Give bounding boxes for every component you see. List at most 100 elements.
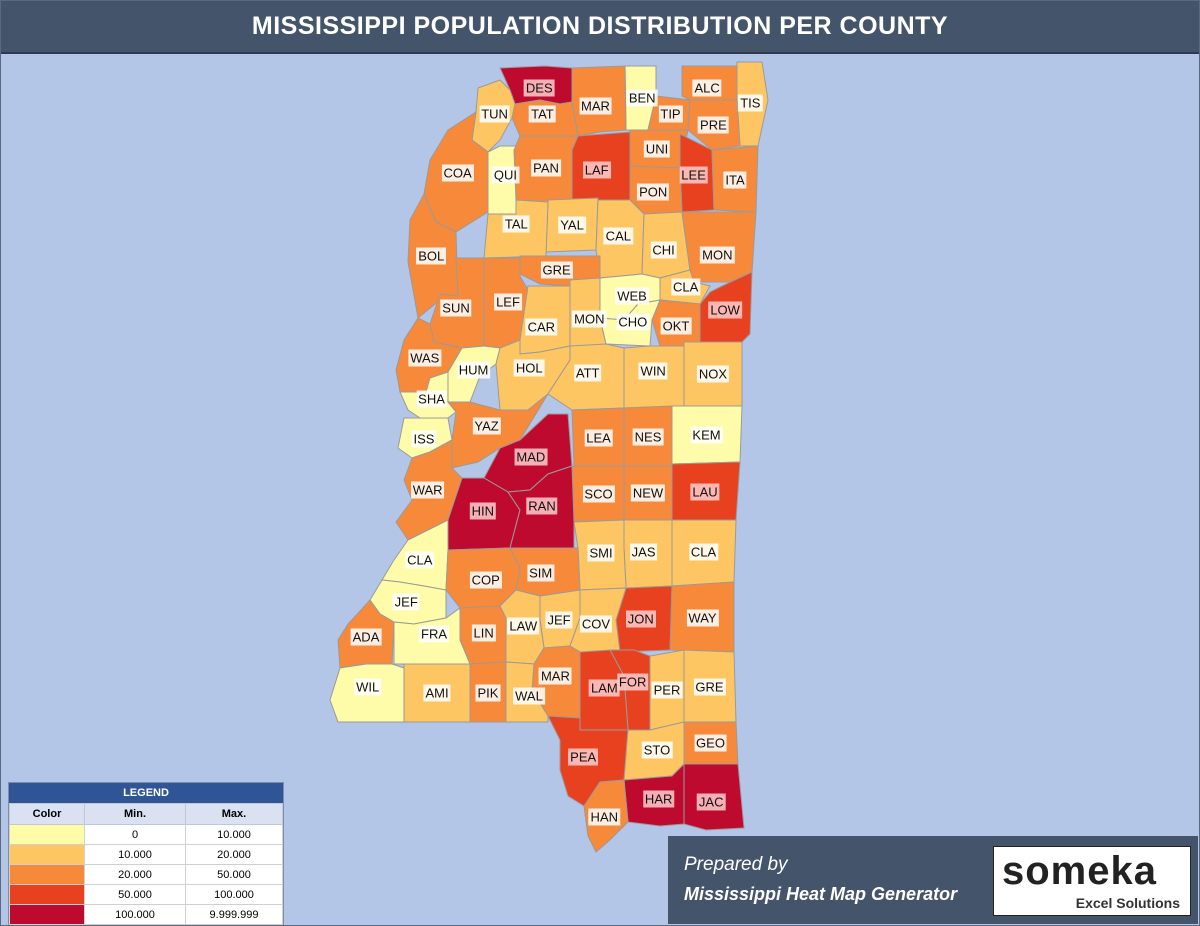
county-label: LAW: [507, 617, 540, 634]
legend-row: 20.000 50.000: [9, 864, 283, 885]
county-label: ITA: [723, 171, 747, 188]
county-label: HAR: [642, 790, 675, 808]
county-label: STO: [641, 741, 673, 759]
county-label: PRE: [698, 116, 729, 134]
county-label: SIM: [527, 564, 555, 582]
county-label: COV: [579, 615, 613, 633]
county-label: FRA: [419, 625, 449, 643]
logo-subtitle: Excel Solutions: [1075, 895, 1180, 911]
county-label: OKT: [660, 317, 692, 335]
legend-row: 10.000 20.000: [9, 844, 283, 865]
county-label: CAL: [603, 227, 633, 245]
county-label: WAS: [408, 349, 442, 367]
county-label: JON: [625, 610, 656, 628]
legend-max: 10.000: [185, 824, 283, 845]
county-label: TIP: [658, 105, 683, 123]
county-label: WAY: [686, 609, 719, 626]
county-label: HOL: [513, 359, 545, 377]
legend-row: 50.000 100.000: [9, 884, 283, 905]
legend-min: 50.000: [84, 884, 186, 905]
county-label: LIN: [471, 624, 496, 642]
county-label: SUN: [440, 299, 472, 317]
county-label: ADA: [350, 628, 382, 646]
legend-min: 0: [84, 824, 186, 845]
legend-table: Color Min. Max. 0 10.000 10.000 20.000 2…: [9, 803, 283, 925]
county-label: HAN: [588, 808, 621, 826]
page-title: MISSISSIPPI POPULATION DISTRIBUTION PER …: [251, 11, 949, 40]
county-label: NOX: [696, 365, 730, 383]
county-label: LAM: [589, 679, 620, 697]
county-label: LOW: [708, 301, 742, 319]
county-label: ISS: [411, 430, 437, 448]
legend-max: 20.000: [185, 844, 283, 865]
county-label: ATT: [573, 364, 602, 382]
county-label: CLA: [688, 543, 719, 561]
county-label: MAR: [538, 667, 572, 685]
county-label: GRE: [693, 678, 726, 695]
credit-prepared-by: Prepared by: [684, 854, 788, 875]
legend-swatch: [9, 904, 85, 925]
county-label: TAL: [502, 215, 530, 233]
county-label: FOR: [616, 673, 649, 691]
county-label: DES: [523, 79, 555, 97]
county-label: WEB: [615, 287, 649, 305]
county-label: PEA: [568, 748, 599, 766]
county-label: NEW: [630, 484, 666, 502]
county-label: COP: [469, 571, 502, 589]
legend-max: 100.000: [185, 884, 283, 905]
county-label: WAL: [513, 687, 545, 705]
county-label: CAR: [525, 318, 558, 336]
county-label: LEE: [679, 166, 708, 184]
county-label: RAN: [526, 497, 558, 515]
county-label: HUM: [456, 361, 491, 379]
county-label: TAT: [529, 105, 556, 123]
county-label: GRE: [540, 261, 573, 279]
county-label: JAS: [629, 543, 658, 561]
county-label: ALC: [692, 79, 722, 97]
someka-logo[interactable]: someka Excel Solutions: [993, 846, 1191, 916]
county-label: LEF: [494, 293, 522, 311]
credit-generator-name: Mississippi Heat Map Generator: [684, 884, 958, 904]
county-label: WIL: [354, 678, 382, 696]
county-label: SHA: [416, 390, 447, 408]
county-label: GEO: [694, 734, 727, 752]
county-label: KEM: [690, 426, 723, 443]
county-label: MON: [572, 310, 607, 328]
county-label: BEN: [626, 89, 658, 107]
county-label: JEF: [392, 593, 420, 611]
legend-max: 9.999.999: [185, 904, 283, 925]
legend-swatch: [9, 884, 85, 905]
county-label: MON: [700, 246, 735, 264]
county-label: SCO: [582, 485, 615, 502]
county-label: PON: [637, 183, 670, 201]
legend-max: 50.000: [185, 864, 283, 885]
county-label: CLA: [671, 278, 701, 296]
legend-header: Color Min. Max.: [9, 803, 283, 825]
legend-col-max: Max.: [185, 803, 283, 825]
credit-panel: Prepared by Mississippi Heat Map Generat…: [668, 836, 1198, 924]
county-label: TIS: [738, 94, 763, 112]
legend-swatch: [9, 844, 85, 865]
legend: LEGEND Color Min. Max. 0 10.000 10.000 2…: [8, 782, 284, 926]
legend-row: 0 10.000: [9, 824, 283, 845]
legend-title: LEGEND: [9, 783, 283, 803]
county-label: NES: [632, 428, 664, 445]
legend-min: 10.000: [84, 844, 186, 865]
county-label: WAR: [410, 481, 445, 499]
county-label: LEA: [584, 429, 613, 446]
title-bar: MISSISSIPPI POPULATION DISTRIBUTION PER …: [0, 0, 1200, 54]
legend-min: 20.000: [84, 864, 186, 885]
legend-col-color: Color: [9, 803, 85, 825]
county-label: SMI: [587, 544, 615, 562]
legend-min: 100.000: [84, 904, 186, 925]
legend-swatch: [9, 824, 85, 845]
county-label: TUN: [479, 105, 510, 123]
county-label: PER: [651, 681, 683, 698]
county-label: COA: [441, 164, 474, 182]
county-label: LAU: [690, 483, 720, 500]
county-label: JAC: [696, 793, 726, 811]
county-label: MAR: [579, 97, 612, 115]
county-label: WIN: [638, 362, 668, 380]
county-label: MAD: [514, 448, 548, 466]
